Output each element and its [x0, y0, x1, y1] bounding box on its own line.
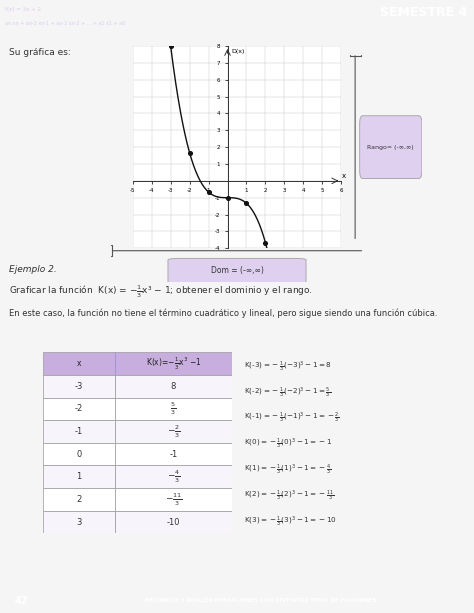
- Text: Rango= (-∞,∞): Rango= (-∞,∞): [367, 145, 414, 150]
- Bar: [115, 352, 232, 375]
- Text: -2: -2: [74, 405, 83, 414]
- Text: 8: 8: [171, 382, 176, 391]
- Text: 0: 0: [76, 450, 82, 459]
- Text: K(1)$=-\frac{1}{3}(1)^3-1=-\frac{4}{3}$: K(1)$=-\frac{1}{3}(1)^3-1=-\frac{4}{3}$: [244, 463, 331, 477]
- Text: -1: -1: [169, 450, 178, 459]
- Text: K(-2)$=-\frac{1}{3}(-2)^3-1=\frac{5}{3}$: K(-2)$=-\frac{1}{3}(-2)^3-1=\frac{5}{3}$: [244, 386, 331, 400]
- Point: [167, 41, 174, 51]
- Text: K(3)$=-\frac{1}{3}(3)^3-1=-10$: K(3)$=-\frac{1}{3}(3)^3-1=-10$: [244, 514, 337, 529]
- Text: -1: -1: [74, 427, 83, 436]
- Text: 42: 42: [14, 596, 27, 606]
- Text: RECONOCE Y REALIZA OPERACIONES CON DISTINTOS TIPOS DE FUNCIONES: RECONOCE Y REALIZA OPERACIONES CON DISTI…: [145, 598, 376, 603]
- Text: K(-1)$=-\frac{1}{3}(-1)^3-1=-\frac{2}{3}$: K(-1)$=-\frac{1}{3}(-1)^3-1=-\frac{2}{3}…: [244, 411, 340, 425]
- Text: Su gráfica es:: Su gráfica es:: [9, 48, 71, 56]
- FancyBboxPatch shape: [360, 116, 422, 178]
- Text: En este caso, la función no tiene el término cuadrático y lineal, pero sigue sie: En este caso, la función no tiene el tér…: [9, 308, 438, 318]
- Text: K(0)$=-\frac{1}{3}(0)^3-1=-1$: K(0)$=-\frac{1}{3}(0)^3-1=-1$: [244, 437, 332, 451]
- Bar: [115, 421, 232, 443]
- Text: $-\frac{4}{3}$: $-\frac{4}{3}$: [167, 468, 180, 485]
- Text: $-\frac{2}{3}$: $-\frac{2}{3}$: [167, 424, 180, 440]
- Text: an xn + an-1 xn-1 + an-2 xn-2 + ... + a1 x1 + a0: an xn + an-1 xn-1 + an-2 xn-2 + ... + a1…: [5, 21, 126, 26]
- Point: [243, 199, 250, 208]
- Text: D(x): D(x): [231, 48, 245, 53]
- Bar: [115, 488, 232, 511]
- Text: 1: 1: [76, 472, 82, 481]
- Text: f(x) = 3x + 2: f(x) = 3x + 2: [5, 7, 41, 12]
- Text: -10: -10: [167, 517, 180, 527]
- Text: $-\frac{11}{3}$: $-\frac{11}{3}$: [164, 491, 182, 508]
- Bar: [43, 352, 115, 375]
- Bar: [115, 511, 232, 533]
- Text: Dom = (-∞,∞): Dom = (-∞,∞): [210, 267, 264, 275]
- Text: -3: -3: [74, 382, 83, 391]
- Text: 3: 3: [76, 517, 82, 527]
- Point: [205, 187, 212, 197]
- Bar: [43, 375, 115, 398]
- Bar: [43, 465, 115, 488]
- Text: 2: 2: [76, 495, 82, 504]
- Bar: [115, 398, 232, 421]
- FancyBboxPatch shape: [168, 259, 306, 283]
- Bar: [115, 443, 232, 465]
- Point: [262, 238, 269, 248]
- Point: [186, 148, 193, 158]
- Bar: [43, 443, 115, 465]
- Bar: [115, 375, 232, 398]
- Text: Ejemplo 2.: Ejemplo 2.: [9, 265, 57, 273]
- Bar: [43, 511, 115, 533]
- Text: Graficar la función  K(x) = $-\frac{1}{3}$x³ $-$ 1; obtener el dominio y el rang: Graficar la función K(x) = $-\frac{1}{3}…: [9, 284, 313, 300]
- Text: x: x: [342, 173, 346, 179]
- Point: [224, 192, 231, 202]
- Text: K(x)=$-\frac{1}{3}$x$^3$ $-$1: K(x)=$-\frac{1}{3}$x$^3$ $-$1: [146, 356, 201, 372]
- Bar: [43, 398, 115, 421]
- Text: SEMESTRE 4: SEMESTRE 4: [380, 6, 467, 20]
- Bar: [43, 488, 115, 511]
- Bar: [43, 421, 115, 443]
- Text: K(-3)$=-\frac{1}{3}(-3)^3-1=8$: K(-3)$=-\frac{1}{3}(-3)^3-1=8$: [244, 360, 332, 374]
- Text: K(2)$=-\frac{1}{3}(2)^3-1=-\frac{11}{3}$: K(2)$=-\frac{1}{3}(2)^3-1=-\frac{11}{3}$: [244, 489, 335, 503]
- Text: $\frac{5}{3}$: $\frac{5}{3}$: [171, 401, 176, 417]
- Bar: [115, 465, 232, 488]
- Text: x: x: [76, 359, 81, 368]
